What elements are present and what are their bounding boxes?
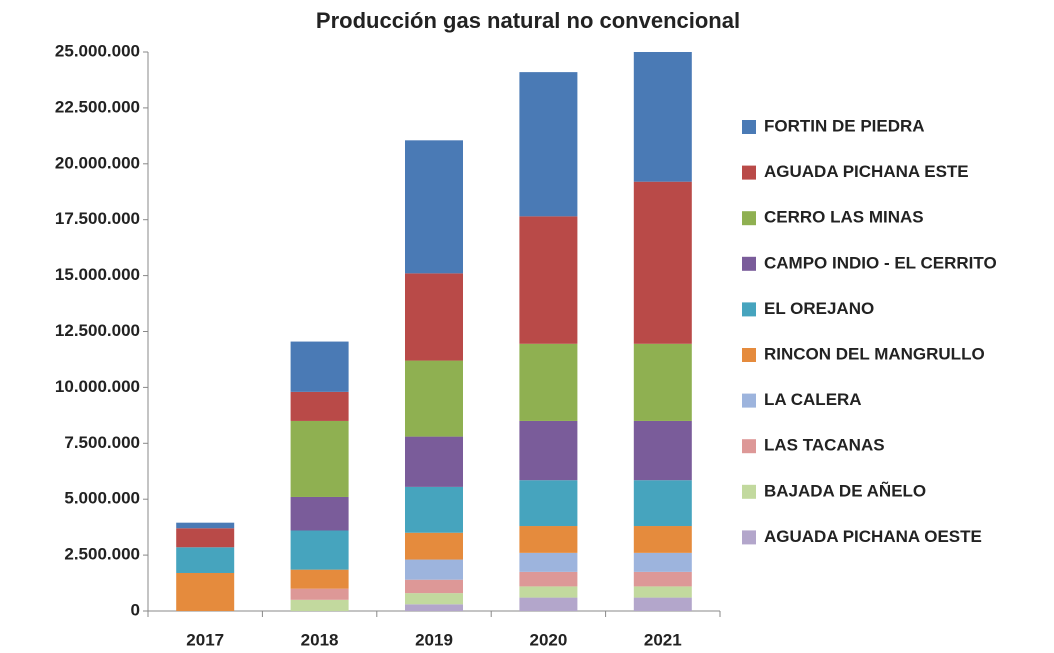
legend-label: FORTIN DE PIEDRA: [764, 116, 925, 135]
legend-swatch: [742, 211, 756, 226]
bar-segment: [519, 552, 578, 572]
bar-segment: [633, 552, 692, 572]
bar-segment: [290, 391, 349, 421]
x-tick-label: 2017: [186, 630, 224, 649]
y-tick-label: 7.500.000: [64, 433, 140, 452]
y-tick-label: 12.500.000: [55, 321, 140, 340]
bar-segment: [176, 547, 235, 573]
legend-swatch: [742, 484, 756, 499]
bar-segment: [633, 597, 692, 611]
bar-segment: [519, 480, 578, 527]
bar-segment: [405, 559, 463, 580]
bar-segment: [633, 586, 692, 598]
legend-label: LAS TACANAS: [764, 436, 885, 455]
x-tick-label: 2020: [529, 630, 567, 649]
y-tick-label: 5.000.000: [64, 489, 140, 508]
bar-segment: [405, 532, 463, 560]
legend-swatch: [742, 256, 756, 271]
legend-label: CAMPO INDIO - EL CERRITO: [764, 253, 997, 272]
legend-label: BAJADA DE AÑELO: [764, 480, 926, 500]
bar-segment: [176, 522, 235, 529]
bar-segment: [519, 586, 578, 598]
legend-swatch: [742, 439, 756, 454]
bar-segment: [633, 480, 692, 527]
legend-label: LA CALERA: [764, 390, 862, 409]
bar-segment: [290, 588, 349, 600]
bar-segment: [290, 341, 349, 392]
legend-swatch: [742, 120, 756, 134]
y-tick-label: 15.000.000: [55, 265, 140, 284]
legend-swatch: [742, 302, 756, 317]
legend-label: AGUADA PICHANA ESTE: [764, 162, 969, 181]
y-tick-label: 10.000.000: [55, 377, 140, 396]
bar-segment: [519, 343, 578, 421]
y-tick-label: 2.500.000: [64, 545, 140, 564]
bar-segment: [519, 216, 578, 344]
bar-segment: [290, 599, 349, 611]
x-tick-label: 2018: [301, 630, 339, 649]
bar-segment: [405, 140, 463, 274]
legend-label: RINCON DEL MANGRULLO: [764, 344, 985, 363]
bar-segment: [290, 530, 349, 570]
bar-segment: [519, 526, 578, 553]
bar-segment: [405, 436, 463, 487]
legend-swatch: [742, 530, 756, 545]
bar-segment: [405, 604, 463, 611]
bar-segment: [519, 597, 578, 611]
bar-segment: [176, 528, 235, 548]
legend-swatch: [742, 165, 756, 180]
bar-segment: [405, 486, 463, 533]
bar-segment: [290, 496, 349, 531]
bar-segment: [176, 572, 235, 611]
bar-segment: [405, 360, 463, 437]
bar-segment: [405, 273, 463, 361]
bar-segment: [633, 571, 692, 587]
bar-segment: [405, 579, 463, 594]
x-tick-label: 2021: [644, 630, 682, 649]
y-tick-label: 0: [131, 600, 140, 619]
y-tick-label: 25.000.000: [55, 41, 140, 60]
bar-segment: [633, 420, 692, 481]
legend-label: EL OREJANO: [764, 299, 874, 318]
y-tick-label: 17.500.000: [55, 209, 140, 228]
bar-segment: [405, 593, 463, 605]
legend-swatch: [742, 393, 756, 408]
bar-segment: [290, 420, 349, 497]
bar-segment: [633, 343, 692, 421]
y-tick-label: 20.000.000: [55, 153, 140, 172]
bar-segment: [633, 181, 692, 344]
bar-segment: [290, 569, 349, 589]
legend-swatch: [742, 348, 756, 362]
chart-title: Producción gas natural no convencional: [316, 8, 740, 33]
legend-label: CERRO LAS MINAS: [764, 208, 924, 227]
legend-label: AGUADA PICHANA OESTE: [764, 527, 982, 546]
bar-segment: [633, 526, 692, 553]
y-tick-label: 22.500.000: [55, 97, 140, 116]
bar-segment: [633, 52, 692, 182]
bar-segment: [519, 72, 578, 217]
bar-segment: [519, 571, 578, 587]
bar-segment: [519, 420, 578, 481]
x-tick-label: 2019: [415, 630, 453, 649]
